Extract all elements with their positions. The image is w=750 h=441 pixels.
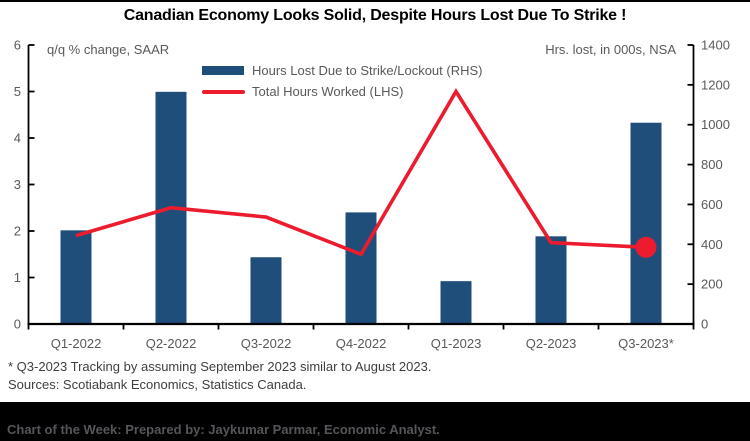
svg-text:1000: 1000 (701, 117, 730, 132)
left-axis-unit-label: q/q % change, SAAR (47, 42, 170, 57)
svg-text:Q2-2023: Q2-2023 (526, 336, 577, 351)
svg-text:Q4-2022: Q4-2022 (336, 336, 387, 351)
top-divider-rule (0, 0, 750, 2)
svg-text:1: 1 (14, 270, 21, 285)
svg-text:600: 600 (701, 197, 723, 212)
combo-chart-plot: 0 1 2 3 4 5 6 0 200 400 600 800 1000 1200 1400 Q1-2022 Q… (14, 38, 730, 352)
svg-text:800: 800 (701, 157, 723, 172)
legend-label-line: Total Hours Worked (LHS) (252, 84, 404, 99)
svg-text:6: 6 (14, 38, 21, 53)
svg-text:1400: 1400 (701, 38, 730, 53)
legend-item-bars: Hours Lost Due to Strike/Lockout (RHS) (202, 60, 482, 81)
svg-text:Q3-2022: Q3-2022 (241, 336, 292, 351)
svg-text:200: 200 (701, 277, 723, 292)
footnote-sources: Sources: Scotiabank Economics, Statistic… (8, 377, 307, 392)
svg-text:5: 5 (14, 84, 21, 99)
svg-text:4: 4 (14, 131, 21, 146)
svg-text:Q1-2022: Q1-2022 (51, 336, 102, 351)
footer-credit-text: Chart of the Week: Prepared by: Jaykumar… (7, 422, 440, 437)
svg-text:1200: 1200 (701, 77, 730, 92)
footer-bar: Chart of the Week: Prepared by: Jaykumar… (0, 402, 750, 441)
footnote-tracking-assumption: * Q3-2023 Tracking by assuming September… (8, 359, 432, 374)
chart-title: Canadian Economy Looks Solid, Despite Ho… (123, 7, 627, 24)
bar-series-swatch-icon (202, 66, 244, 75)
svg-text:Q3-2023*: Q3-2023* (618, 336, 674, 351)
svg-text:2: 2 (14, 224, 21, 239)
right-axis-unit-label: Hrs. lost, in 000s, NSA (545, 42, 676, 57)
svg-text:Q2-2022: Q2-2022 (146, 336, 197, 351)
svg-text:3: 3 (14, 177, 21, 192)
chart-legend: Hours Lost Due to Strike/Lockout (RHS) T… (202, 60, 482, 102)
line-series-swatch-icon (202, 89, 245, 94)
svg-text:0: 0 (14, 317, 21, 332)
svg-text:0: 0 (701, 317, 708, 332)
svg-text:400: 400 (701, 237, 723, 252)
legend-item-line: Total Hours Worked (LHS) (202, 81, 482, 102)
svg-text:Q1-2023: Q1-2023 (431, 336, 482, 351)
legend-label-bars: Hours Lost Due to Strike/Lockout (RHS) (252, 63, 483, 78)
